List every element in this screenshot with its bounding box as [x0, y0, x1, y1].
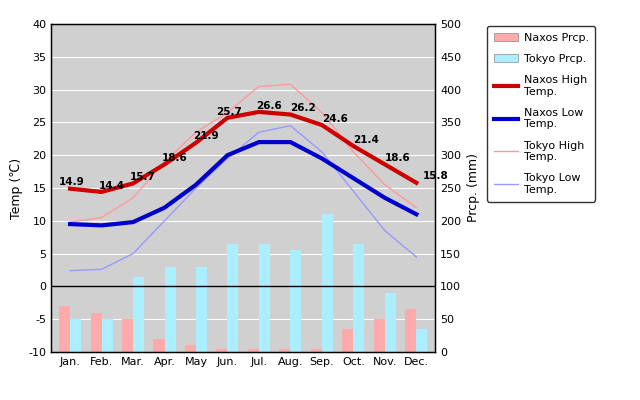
Text: 18.6: 18.6: [385, 153, 411, 163]
Bar: [322, 214, 333, 352]
Legend: Naxos Prcp., Tokyo Prcp., Naxos High
Temp., Naxos Low
Temp., Tokyo High
Temp., T: Naxos Prcp., Tokyo Prcp., Naxos High Tem…: [487, 26, 595, 202]
Text: 18.6: 18.6: [161, 153, 187, 163]
Bar: [227, 244, 239, 352]
Bar: [164, 267, 175, 352]
Bar: [405, 309, 416, 352]
Text: 14.4: 14.4: [99, 181, 124, 191]
Text: 21.9: 21.9: [193, 132, 218, 142]
Y-axis label: Prcp. (mm): Prcp. (mm): [467, 154, 480, 222]
Bar: [385, 293, 396, 352]
Text: 26.2: 26.2: [291, 103, 316, 113]
Bar: [102, 319, 113, 352]
Bar: [196, 267, 207, 352]
Text: 25.7: 25.7: [216, 106, 243, 116]
Text: 14.9: 14.9: [59, 177, 85, 187]
Text: 15.7: 15.7: [130, 172, 156, 182]
Bar: [280, 349, 291, 352]
Bar: [133, 276, 144, 352]
Bar: [259, 244, 270, 352]
Text: 21.4: 21.4: [353, 135, 380, 145]
Bar: [154, 339, 164, 352]
Bar: [374, 319, 385, 352]
Bar: [216, 349, 227, 352]
Text: 15.8: 15.8: [422, 172, 449, 182]
Bar: [70, 319, 81, 352]
Text: 26.6: 26.6: [256, 101, 282, 111]
Bar: [248, 349, 259, 352]
Bar: [311, 349, 322, 352]
Bar: [185, 346, 196, 352]
Bar: [416, 329, 428, 352]
Bar: [122, 319, 133, 352]
Bar: [353, 244, 364, 352]
Bar: [59, 306, 70, 352]
Y-axis label: Temp (℃): Temp (℃): [10, 158, 23, 218]
Bar: [342, 329, 353, 352]
Text: 24.6: 24.6: [322, 114, 348, 124]
Bar: [90, 313, 102, 352]
Bar: [291, 250, 301, 352]
